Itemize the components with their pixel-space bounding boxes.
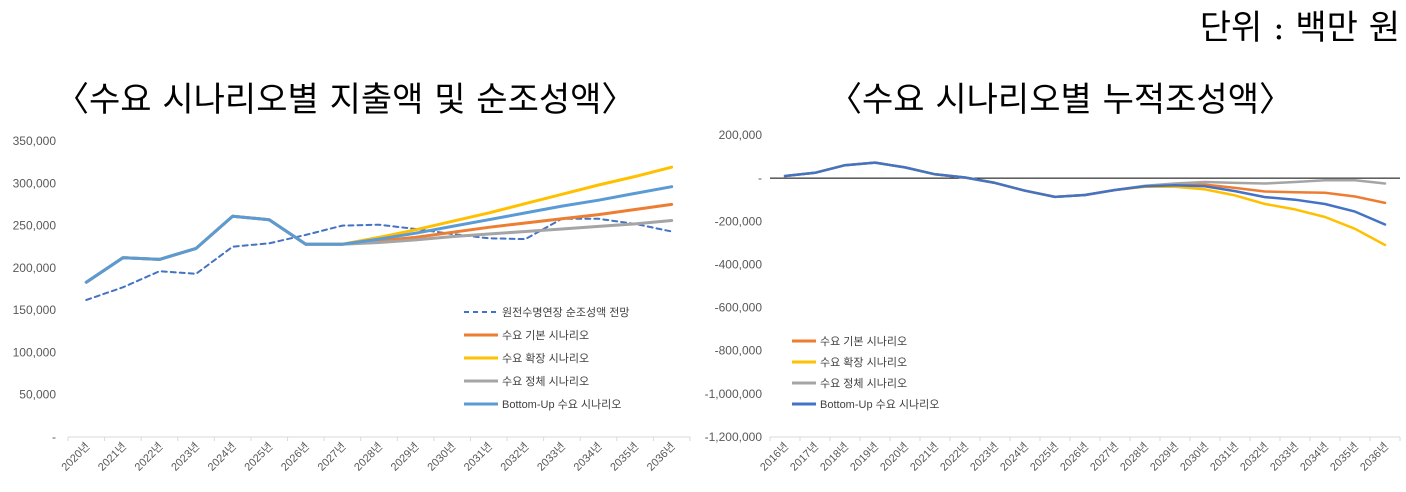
y-tick-label: -600,000 — [715, 301, 763, 315]
x-tick-label: 2024년 — [997, 440, 1031, 474]
series-line — [85, 217, 673, 301]
legend-label: 수요 확장 시나리오 — [820, 356, 907, 369]
x-tick-label: 2016년 — [757, 440, 791, 474]
legend-label: 수요 정체 시나리오 — [502, 375, 589, 388]
legend-label: Bottom-Up 수요 시나리오 — [502, 398, 621, 411]
series-line — [84, 185, 674, 284]
x-tick-label: 2018년 — [817, 440, 851, 474]
x-tick-label: 2022년 — [937, 440, 971, 474]
y-tick-label: -1,000,000 — [705, 387, 763, 401]
legend-label: 수요 기본 시나리오 — [820, 335, 907, 348]
x-tick-label: 2033년 — [1267, 440, 1301, 474]
legend-label: Bottom-Up 수요 시나리오 — [820, 398, 939, 411]
legend-label: 수요 기본 시나리오 — [502, 329, 589, 342]
x-tick-label: 2036년 — [1357, 440, 1391, 474]
y-tick-label: -800,000 — [715, 344, 763, 358]
x-tick-label: 2032년 — [1237, 440, 1271, 474]
y-tick-label: 200,000 — [13, 261, 57, 275]
x-tick-label: 2028년 — [1117, 440, 1151, 474]
x-tick-label: 2017년 — [787, 440, 821, 474]
x-tick-label: 2021년 — [907, 440, 941, 474]
x-tick-label: 2030년 — [1177, 440, 1211, 474]
x-tick-label: 2026년 — [1057, 440, 1091, 474]
series-line — [783, 161, 1387, 247]
x-tick-label: 2020년 — [877, 440, 911, 474]
x-tick-label: 2023년 — [967, 440, 1001, 474]
x-tick-label: 2025년 — [1027, 440, 1061, 474]
y-tick-label: -1,200,000 — [705, 430, 763, 444]
y-tick-label: - — [52, 430, 56, 444]
y-tick-label: -400,000 — [715, 257, 763, 271]
legend-label: 수요 정체 시나리오 — [820, 377, 907, 390]
y-tick-label: 200,000 — [719, 128, 763, 142]
x-tick-label: 2027년 — [1087, 440, 1121, 474]
chart-title-expenditure: 〈수요 시나리오별 지출액 및 순조성액〉 — [55, 80, 636, 120]
x-tick-label: 2035년 — [1327, 440, 1361, 474]
unit-label: 단위 : 백만 원 — [1199, 8, 1400, 48]
legend-label: 원전수명연장 순조성액 전망 — [502, 306, 630, 319]
y-tick-label: 250,000 — [13, 219, 57, 233]
y-tick-label: - — [758, 171, 762, 185]
series-line — [783, 161, 1387, 226]
y-tick-label: 350,000 — [13, 134, 57, 148]
y-tick-label: 50,000 — [19, 388, 56, 402]
y-tick-label: 150,000 — [13, 303, 57, 317]
y-tick-label: -200,000 — [715, 214, 763, 228]
x-tick-label: 2019년 — [847, 440, 881, 474]
legend-label: 수요 확장 시나리오 — [502, 352, 589, 365]
y-tick-label: 300,000 — [13, 176, 57, 190]
chart-title-cumulative: 〈수요 시나리오별 누적조성액〉 — [828, 80, 1293, 120]
x-tick-label: 2031년 — [1207, 440, 1241, 474]
y-tick-label: 100,000 — [13, 345, 57, 359]
x-tick-label: 2034년 — [1297, 440, 1331, 474]
x-tick-label: 2029년 — [1147, 440, 1181, 474]
